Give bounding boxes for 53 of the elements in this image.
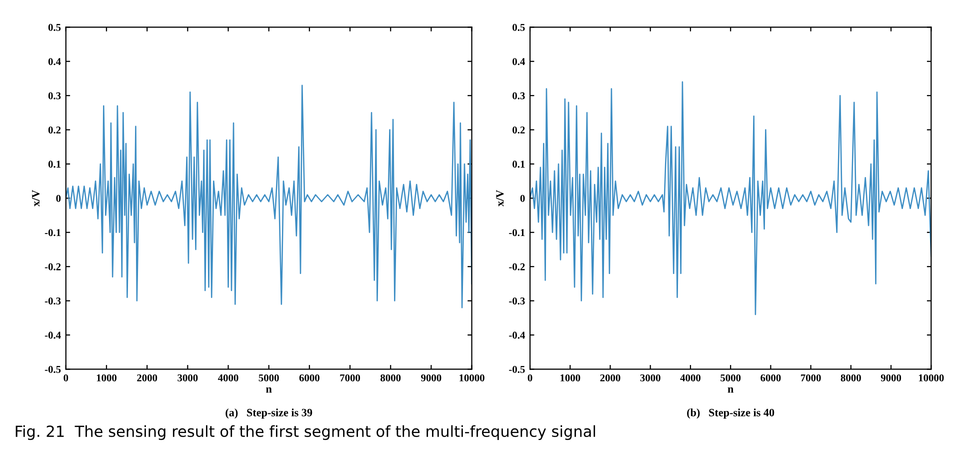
y-tick-label: 0.5 xyxy=(512,24,525,31)
x-tick-label: 6000 xyxy=(760,374,781,382)
x-tick-label: 10000 xyxy=(460,374,484,382)
x-tick-label: 5000 xyxy=(258,374,279,382)
y-tick-label: -0.2 xyxy=(44,263,61,270)
y-tick-label: -0.1 xyxy=(509,229,525,236)
x-tick-label: 9000 xyxy=(421,374,442,382)
y-tick-label: -0.4 xyxy=(509,332,525,339)
y-tick-label: 0 xyxy=(520,194,525,202)
y-tick-label: -0.3 xyxy=(509,297,525,305)
y-axis-title: x/V xyxy=(32,190,40,206)
y-tick-label: 0.5 xyxy=(48,24,61,31)
x-tick-label: 0 xyxy=(64,374,68,382)
y-tick-label: 0.2 xyxy=(512,126,525,134)
text: (a) Step-size is 39 xyxy=(226,408,312,419)
y-tick-label: -0.2 xyxy=(509,263,525,270)
x-tick-label: 8000 xyxy=(380,374,401,382)
x-axis-title: n xyxy=(728,387,734,393)
x-tick-label: 0 xyxy=(528,374,532,382)
x-tick-label: 9000 xyxy=(880,374,902,382)
x-tick-label: 1000 xyxy=(96,374,116,382)
y-tick-label: 0.1 xyxy=(48,160,60,168)
line-series xyxy=(530,81,932,316)
text: (b) Step-size is 40 xyxy=(687,408,774,419)
y-tick-label: -0.3 xyxy=(44,297,61,305)
y-tick-label: -0.5 xyxy=(44,366,61,373)
x-tick-label: 7000 xyxy=(800,374,821,382)
x-tick-label: 5000 xyxy=(720,374,741,382)
x-tick-label: 4000 xyxy=(680,374,700,382)
x-tick-label: 7000 xyxy=(340,374,360,382)
y-tick-label: 0.3 xyxy=(48,92,61,100)
x-tick-label: 4000 xyxy=(218,374,238,382)
y-tick-label: 0.3 xyxy=(512,92,525,100)
x-tick-label: 6000 xyxy=(299,374,320,382)
line-series xyxy=(66,84,472,308)
y-tick-label: 0.2 xyxy=(48,126,61,134)
caption: Fig. 21 The sensing result of the first segment of the multi-frequency signal xyxy=(16,425,596,440)
y-tick-label: -0.4 xyxy=(44,332,61,339)
x-tick-label: 3000 xyxy=(178,374,198,382)
x-axis-title: n xyxy=(266,387,272,393)
y-tick-label: 0.4 xyxy=(512,58,525,66)
x-tick-label: 1000 xyxy=(560,374,580,382)
x-tick-label: 2000 xyxy=(137,374,158,382)
x-tick-label: 10000 xyxy=(918,374,944,382)
x-tick-label: 3000 xyxy=(640,374,660,382)
y-tick-label: -0.5 xyxy=(509,366,525,373)
y-axis-title: x/V xyxy=(496,190,504,206)
y-tick-label: 0.1 xyxy=(512,160,525,168)
y-tick-label: 0.4 xyxy=(48,58,61,66)
x-tick-label: 8000 xyxy=(840,374,861,382)
y-tick-label: 0 xyxy=(56,194,61,202)
y-tick-label: -0.1 xyxy=(44,229,60,236)
x-tick-label: 2000 xyxy=(600,374,620,382)
